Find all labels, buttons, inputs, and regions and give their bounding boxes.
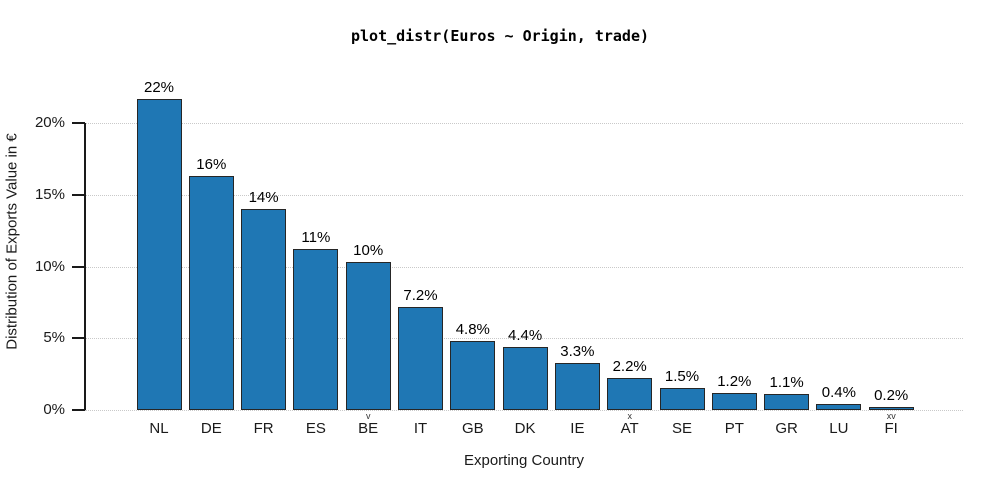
x-tick-label: NL: [149, 420, 169, 437]
x-tick-label: GB: [461, 420, 484, 437]
y-tick-mark: [72, 265, 85, 268]
x-tick-label: DE: [200, 420, 222, 437]
y-tick-label: 20%: [34, 114, 65, 131]
y-tick-label: 5%: [43, 329, 65, 347]
x-axis-title: Exporting Country: [463, 452, 585, 469]
bar: [398, 306, 443, 410]
y-tick-label: 10%: [34, 257, 65, 275]
y-tick-mark: [72, 193, 85, 196]
y-tick-label: 15%: [34, 185, 65, 203]
bar-value-label: 14%: [248, 189, 279, 207]
bar: [136, 98, 182, 410]
bar: [659, 388, 705, 410]
bar: [293, 249, 339, 410]
bar-value-label: 0.4%: [821, 384, 856, 402]
bar-value-label: 2.2%: [612, 358, 647, 376]
x-tick-label: IE: [570, 420, 585, 437]
bar: [607, 378, 653, 410]
bar-value-label: 4.8%: [455, 321, 490, 339]
gridline: [85, 194, 963, 196]
gridline: [85, 410, 963, 411]
gridline: [85, 123, 963, 124]
bar: [188, 176, 234, 410]
bar: [554, 362, 600, 410]
y-tick-mark: [72, 337, 85, 340]
y-axis-title: Distribution of Exports Value in €: [3, 133, 21, 350]
bar-value-label: 4.4%: [507, 326, 543, 344]
y-axis-spine: [84, 123, 86, 410]
y-tick-mark: [72, 409, 85, 411]
bar-value-label: 1.2%: [717, 372, 752, 390]
bar-value-label: 16%: [196, 156, 227, 174]
bar: [450, 341, 496, 410]
x-tick-label: IT: [413, 420, 428, 437]
x-tick-label: BE: [358, 420, 379, 437]
bar-value-label: 3.3%: [560, 342, 595, 360]
bar: [816, 404, 862, 410]
bar: [711, 392, 757, 410]
bar-value-label: 22%: [143, 78, 175, 96]
roman-tick-label: x: [627, 411, 632, 421]
gridline: [85, 338, 963, 340]
y-tick-label: 0%: [43, 401, 65, 418]
gridline: [85, 266, 963, 268]
x-tick-label: SE: [671, 420, 692, 437]
x-tick-label: FI: [884, 420, 898, 437]
roman-tick-label: xv: [886, 411, 896, 421]
x-tick-label: GR: [775, 420, 798, 437]
roman-tick-label: v: [365, 411, 371, 421]
bar-value-label: 10%: [353, 242, 384, 260]
bar-value-label: 1.1%: [769, 374, 804, 392]
chart-title: plot_distr(Euros ~ Origin, trade): [350, 27, 649, 45]
bar: [868, 407, 914, 410]
x-tick-label: LU: [829, 420, 849, 437]
x-tick-label: AT: [620, 420, 639, 437]
x-tick-label: ES: [305, 420, 326, 437]
bar-value-label: 7.2%: [403, 286, 438, 304]
bar: [241, 209, 287, 410]
bar: [345, 262, 391, 410]
bar: [502, 346, 548, 410]
bar-value-label: 1.5%: [664, 368, 700, 386]
bar-value-label: 0.2%: [874, 387, 909, 405]
x-tick-label: PT: [724, 420, 744, 437]
y-tick-mark: [72, 122, 85, 124]
x-tick-label: DK: [514, 420, 536, 437]
bar: [764, 394, 810, 410]
x-tick-label: FR: [253, 420, 274, 437]
bar-value-label: 11%: [301, 229, 331, 247]
